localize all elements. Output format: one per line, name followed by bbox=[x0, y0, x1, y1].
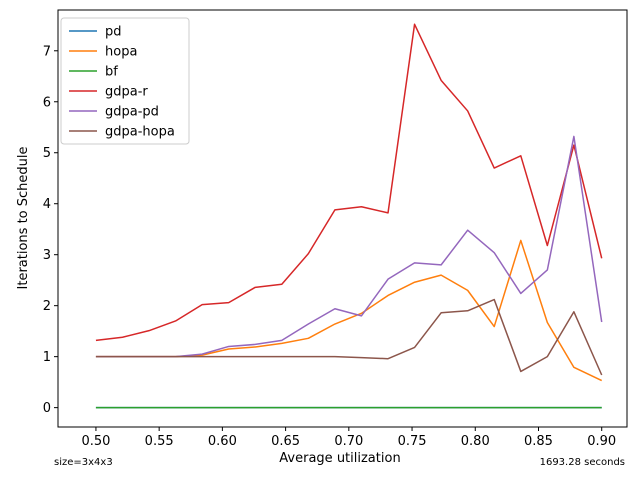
x-axis-label: Average utilization bbox=[279, 451, 400, 466]
y-tick-label: 2 bbox=[43, 299, 51, 314]
y-tick-label: 5 bbox=[43, 146, 51, 161]
legend-label-pd: pd bbox=[105, 25, 122, 40]
x-tick-label: 0.75 bbox=[398, 434, 427, 449]
y-tick-label: 4 bbox=[43, 197, 51, 212]
legend-box bbox=[60, 17, 190, 145]
x-tick-label: 0.60 bbox=[208, 434, 237, 449]
y-tick-label: 0 bbox=[43, 401, 51, 416]
plot-frame bbox=[57, 9, 628, 428]
series-layer bbox=[95, 23, 603, 409]
x-tick-label: 0.90 bbox=[587, 434, 616, 449]
legend-label-gdpa-pd: gdpa-pd bbox=[105, 105, 159, 120]
y-tick-label: 3 bbox=[43, 248, 51, 263]
x-tick-label: 0.85 bbox=[524, 434, 553, 449]
y-tick-label: 6 bbox=[43, 95, 51, 110]
legend: pd hopa bf gdpa-r gdpa-pd gdpa-hopa bbox=[60, 17, 190, 145]
series-line-gdpa-hopa bbox=[95, 298, 603, 376]
runtime-note: 1693.28 seconds bbox=[540, 457, 625, 468]
legend-label-gdpa-hopa: gdpa-hopa bbox=[105, 125, 175, 140]
x-tick-label: 0.70 bbox=[334, 434, 363, 449]
x-tick-label: 0.80 bbox=[461, 434, 490, 449]
series-line-gdpa-r bbox=[95, 23, 603, 342]
x-axis-ticks: 0.50 0.55 0.60 0.65 0.70 0.75 0.80 0.85 0.90 bbox=[81, 427, 616, 449]
legend-label-hopa: hopa bbox=[105, 45, 137, 60]
y-tick-label: 1 bbox=[43, 350, 51, 365]
y-axis-ticks: 0 1 2 3 4 5 6 7 bbox=[43, 44, 58, 416]
x-tick-label: 0.55 bbox=[145, 434, 174, 449]
y-tick-label: 7 bbox=[43, 44, 51, 59]
legend-label-gdpa-r: gdpa-r bbox=[105, 85, 148, 100]
y-axis-label: Iterations to Schedule bbox=[16, 147, 31, 290]
legend-label-bf: bf bbox=[105, 65, 118, 80]
x-tick-label: 0.50 bbox=[81, 434, 110, 449]
x-tick-label: 0.65 bbox=[271, 434, 300, 449]
size-note: size=3x4x3 bbox=[54, 457, 113, 468]
